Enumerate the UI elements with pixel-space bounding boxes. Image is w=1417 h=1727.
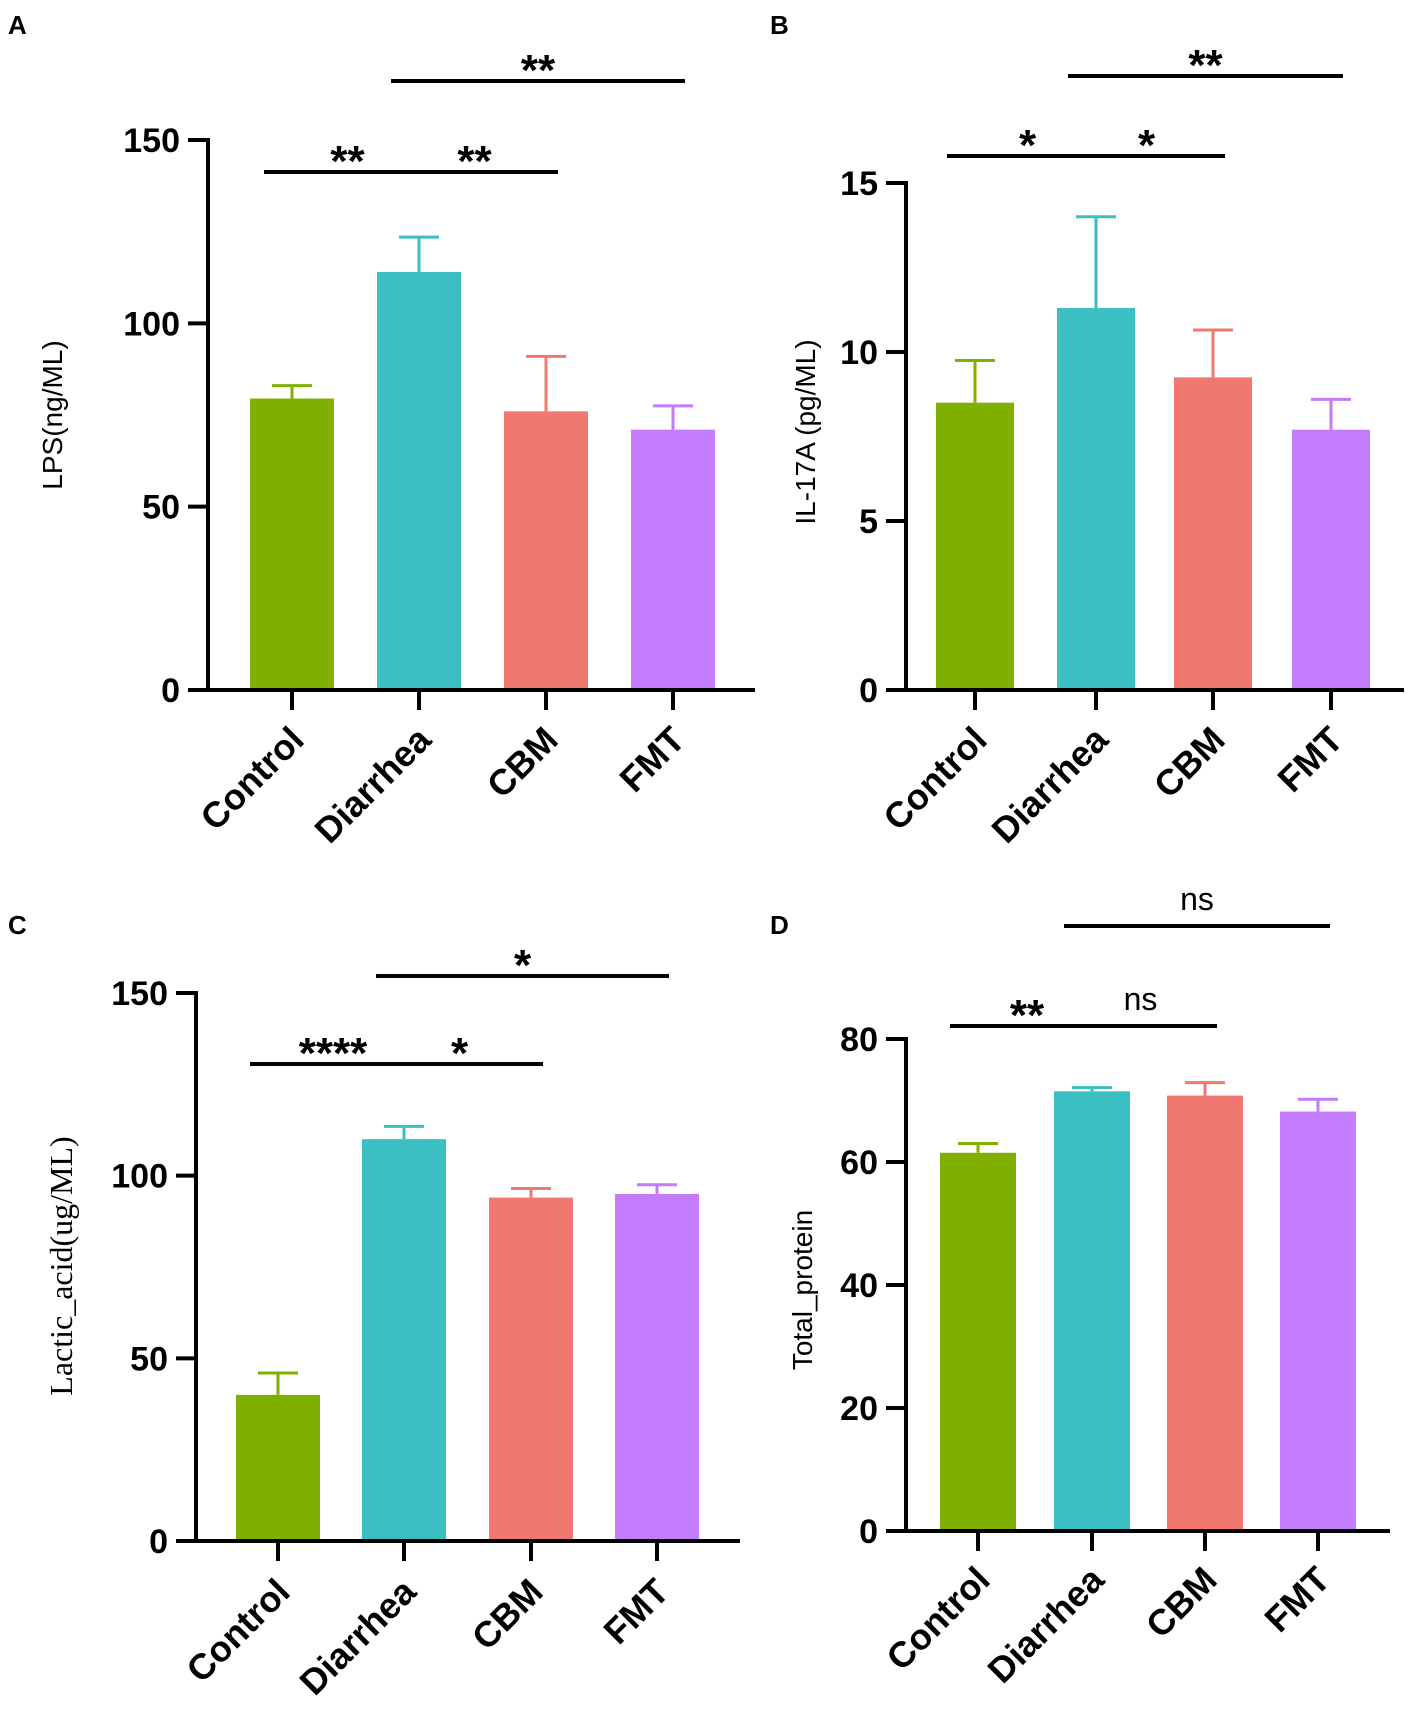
x-category-label-fmt: FMT bbox=[1269, 719, 1350, 800]
panel-c: C Lactic_acid(ug/ML) 0 50 100 150 ControlDiarr… bbox=[8, 910, 740, 1703]
x-category-label-diarrhea: Diarrhea bbox=[983, 718, 1116, 851]
significance-label: * bbox=[1138, 121, 1156, 170]
y-tick-label: 20 bbox=[840, 1390, 878, 1428]
y-tick-label: 10 bbox=[840, 334, 878, 372]
significance-label: * bbox=[1019, 121, 1037, 170]
significance-label: * bbox=[451, 1029, 469, 1078]
y-tick-label: 5 bbox=[859, 503, 878, 541]
bar-diarrhea bbox=[1057, 308, 1135, 690]
panel-letter: C bbox=[8, 910, 27, 940]
bar-fmt bbox=[631, 429, 715, 690]
bar-control bbox=[940, 1152, 1016, 1531]
y-tick-label: 0 bbox=[859, 672, 878, 710]
x-category-label-cbm: CBM bbox=[1146, 719, 1233, 806]
significance-label: ns bbox=[1180, 881, 1214, 917]
y-axis-label: Total_protein bbox=[787, 1210, 818, 1370]
bar-cbm bbox=[1167, 1095, 1243, 1531]
x-category-label-fmt: FMT bbox=[611, 719, 692, 800]
x-category-label-fmt: FMT bbox=[595, 1571, 676, 1652]
bar-control bbox=[236, 1394, 320, 1541]
y-axis-label: IL-17A (pg/ML) bbox=[790, 339, 821, 524]
significance-label: * bbox=[514, 941, 532, 990]
bar-fmt bbox=[615, 1193, 699, 1541]
bar-cbm bbox=[504, 411, 588, 690]
y-tick-label: 50 bbox=[142, 489, 180, 527]
y-tick-label: 100 bbox=[111, 1158, 168, 1196]
x-category-label-fmt: FMT bbox=[1256, 1559, 1337, 1640]
x-category-label-cbm: CBM bbox=[479, 719, 566, 806]
y-tick-label: 150 bbox=[111, 975, 168, 1013]
bar-diarrhea bbox=[1054, 1091, 1130, 1531]
x-category-label-diarrhea: Diarrhea bbox=[979, 1558, 1112, 1691]
bar-fmt bbox=[1292, 429, 1370, 690]
significance-label: ** bbox=[521, 46, 556, 95]
bar-fmt bbox=[1280, 1111, 1356, 1531]
significance-label: ** bbox=[1010, 991, 1045, 1040]
significance-label: ** bbox=[457, 137, 492, 186]
y-tick-label: 0 bbox=[859, 1513, 878, 1551]
significance-label: **** bbox=[299, 1029, 368, 1078]
x-category-label-diarrhea: Diarrhea bbox=[306, 718, 439, 851]
y-tick-label: 80 bbox=[840, 1021, 878, 1059]
y-tick-label: 40 bbox=[840, 1267, 878, 1305]
y-tick-label: 50 bbox=[130, 1340, 168, 1378]
y-tick-label: 60 bbox=[840, 1144, 878, 1182]
x-category-label-control: Control bbox=[192, 719, 311, 838]
bar-control bbox=[250, 398, 334, 690]
x-category-label-cbm: CBM bbox=[1138, 1559, 1225, 1646]
panel-letter: A bbox=[8, 10, 27, 40]
significance-label: ** bbox=[1188, 41, 1223, 90]
y-tick-label: 100 bbox=[123, 305, 180, 343]
x-category-label-cbm: CBM bbox=[464, 1571, 551, 1658]
significance-label: ns bbox=[1124, 981, 1158, 1017]
bar-cbm bbox=[1174, 377, 1252, 690]
x-category-label-diarrhea: Diarrhea bbox=[291, 1570, 424, 1703]
x-category-label-control: Control bbox=[875, 719, 994, 838]
x-category-label-control: Control bbox=[178, 1571, 297, 1690]
bar-diarrhea bbox=[377, 272, 461, 690]
y-axis-label: LPS(ng/ML) bbox=[37, 340, 68, 489]
y-tick-label: 0 bbox=[161, 672, 180, 710]
y-tick-label: 0 bbox=[149, 1523, 168, 1561]
bar-diarrhea bbox=[362, 1139, 446, 1541]
bar-control bbox=[936, 402, 1014, 690]
panel-letter: B bbox=[770, 10, 789, 40]
significance-label: ** bbox=[330, 137, 365, 186]
y-tick-label: 15 bbox=[840, 165, 878, 203]
panel-letter: D bbox=[770, 910, 789, 940]
y-tick-label: 150 bbox=[123, 122, 180, 160]
y-axis-label: Lactic_acid(ug/ML) bbox=[43, 1136, 79, 1395]
bar-cbm bbox=[489, 1197, 573, 1541]
